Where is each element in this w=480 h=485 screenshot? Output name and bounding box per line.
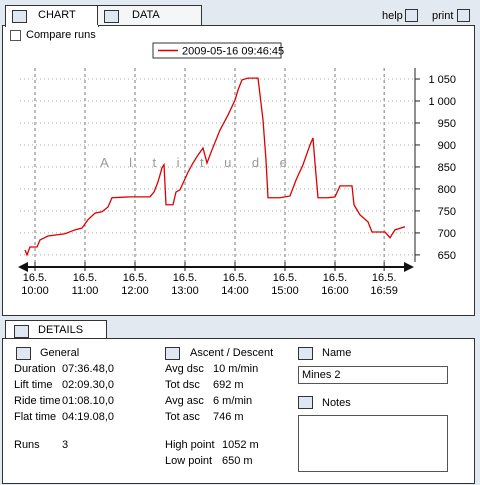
y-tick-label: 750: [438, 206, 456, 218]
tab-label: DETAILS: [38, 324, 84, 336]
print-button[interactable]: print: [432, 10, 454, 22]
y-tick-label: 1 000: [428, 96, 456, 108]
name-icon: [298, 347, 313, 360]
axis-arrow: [18, 262, 28, 272]
y-tick-label: 800: [438, 184, 456, 196]
y-tick-label: 900: [438, 140, 456, 152]
detail-label: Duration: [14, 363, 56, 375]
detail-value: 650 m: [222, 455, 253, 467]
legend-box: [152, 42, 282, 59]
detail-value: 6 m/min: [213, 395, 253, 407]
chart: 650 700 750 800 850 900 950 1 000 1 050 2009-05-1…: [18, 42, 456, 272]
detail-label: Runs: [14, 439, 40, 451]
detail-value: 1052 m: [222, 439, 259, 451]
checkbox-label: Compare runs: [26, 29, 96, 41]
chart-icon: [12, 10, 27, 23]
detail-value: 746 m: [213, 411, 244, 423]
details-icon: [14, 325, 29, 338]
detail-value: 02:09.30,0: [62, 379, 114, 391]
checkbox[interactable]: [10, 30, 21, 41]
section-title: Name: [322, 347, 352, 359]
x-tick-label: 16.5. 13:00: [171, 272, 199, 297]
detail-value: 01:08.10,0: [62, 395, 114, 407]
tab-label: DATA: [132, 9, 160, 21]
axis-arrow: [404, 262, 414, 272]
x-tick-label: 16.5. 15:00: [271, 272, 299, 297]
legend-label: 2009-05-16 09:46:45: [182, 46, 284, 58]
x-tick-label: 16.5. 10:00: [21, 272, 49, 297]
y-tick-label: 700: [438, 228, 456, 240]
tab-label: CHART: [38, 9, 76, 21]
y-tick-label: 950: [438, 118, 456, 130]
name-value: Mines 2: [302, 369, 341, 381]
detail-value: 07:36.48,0: [62, 363, 114, 375]
data-tab[interactable]: DATA: [97, 5, 202, 25]
data-icon: [104, 10, 119, 23]
detail-label: Avg dsc: [165, 363, 204, 375]
y-tick-label: 850: [438, 162, 456, 174]
detail-label: Flat time: [14, 411, 57, 423]
help-button[interactable]: help: [382, 10, 403, 22]
general-icon: [16, 347, 31, 360]
x-tick-label: 16.5. 12:00: [121, 272, 149, 297]
detail-label: Avg asc: [165, 395, 204, 407]
detail-value: 692 m: [213, 379, 244, 391]
x-tick-label: 16.5. 11:00: [71, 272, 99, 297]
detail-label: Tot dsc: [165, 379, 200, 391]
watermark: Altitude: [100, 155, 307, 170]
notes-input[interactable]: [298, 415, 448, 472]
print-icon: [457, 9, 470, 22]
section-title: Notes: [322, 397, 351, 409]
x-tick-label: 16.5. 16:00: [321, 272, 349, 297]
detail-label: Tot asc: [165, 411, 200, 423]
y-tick-label: 650: [438, 250, 456, 262]
detail-label: High point: [165, 439, 215, 451]
detail-value: 10 m/min: [213, 363, 259, 375]
chart-tab[interactable]: CHART: [5, 5, 99, 27]
section-title: General: [40, 347, 80, 359]
y-tick-label: 1 050: [428, 74, 456, 86]
detail-label: Ride time: [14, 395, 61, 407]
detail-value: 3: [62, 439, 69, 451]
notes-icon: [298, 396, 313, 409]
x-tick-label: 16.5. 16:59: [370, 272, 398, 297]
ascent-icon: [165, 347, 180, 360]
detail-value: 04:19.08,0: [62, 411, 114, 423]
help-icon: [405, 9, 418, 22]
section-title: Ascent / Descent: [190, 347, 274, 359]
details-tab[interactable]: DETAILS: [5, 320, 107, 340]
detail-label: Low point: [165, 455, 213, 467]
detail-label: Lift time: [14, 379, 53, 391]
name-input[interactable]: Mines 2: [298, 366, 448, 384]
x-tick-label: 16.5. 14:00: [221, 272, 249, 297]
data-line: [24, 77, 406, 257]
